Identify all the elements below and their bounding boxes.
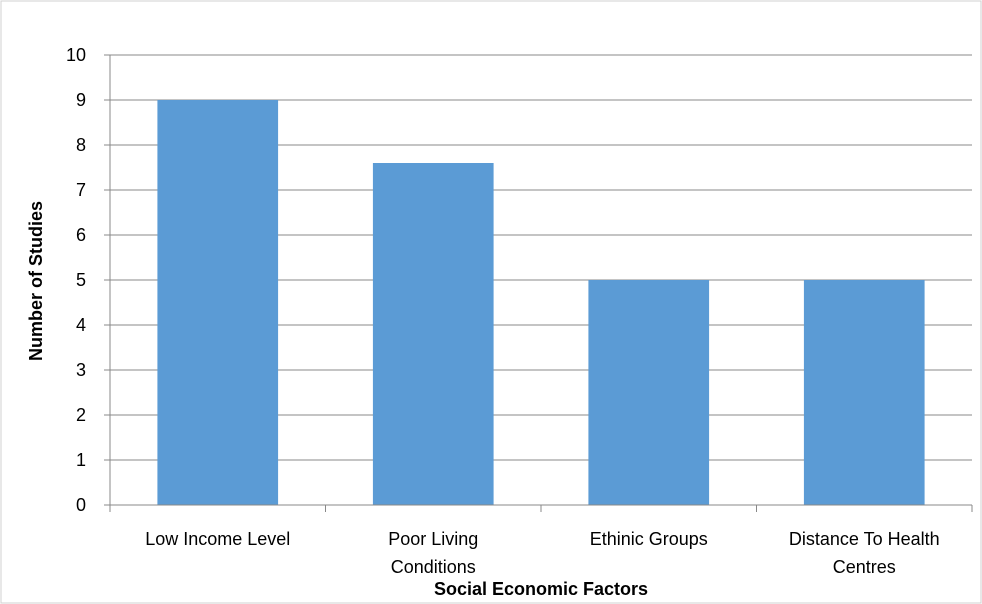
- y-tick-label: 4: [76, 315, 86, 335]
- y-tick-label: 6: [76, 225, 86, 245]
- x-category-label-line: Low Income Level: [145, 529, 290, 549]
- axes: [104, 54, 973, 512]
- bar: [588, 280, 710, 505]
- y-tick-label: 3: [76, 360, 86, 380]
- x-category-label-line: Conditions: [391, 557, 476, 577]
- x-category-label-line: Distance To Health: [789, 529, 940, 549]
- bar: [803, 280, 925, 505]
- x-category-label-line: Centres: [833, 557, 896, 577]
- y-tick-label: 8: [76, 135, 86, 155]
- x-axis-title: Social Economic Factors: [434, 579, 648, 599]
- y-tick-labels: 0 1 2 3 4 5 6 7 8 9 10: [66, 45, 86, 515]
- bar: [372, 163, 494, 505]
- x-category-label: Low Income Level: [145, 529, 290, 549]
- y-tick-label: 10: [66, 45, 86, 65]
- y-tick-label: 5: [76, 270, 86, 290]
- x-category-label: Ethinic Groups: [590, 529, 708, 549]
- x-category-labels: Low Income Level Poor Living Conditions Eth…: [145, 529, 939, 577]
- bar: [157, 100, 279, 505]
- x-category-label-line: Ethinic Groups: [590, 529, 708, 549]
- x-category-label: Poor Living Conditions: [388, 529, 478, 577]
- y-axis-title: Number of Studies: [26, 201, 46, 361]
- bars: [157, 100, 925, 505]
- x-category-label: Distance To Health Centres: [789, 529, 940, 577]
- y-tick-label: 7: [76, 180, 86, 200]
- y-tick-label: 9: [76, 90, 86, 110]
- y-tick-label: 1: [76, 450, 86, 470]
- y-tick-label: 2: [76, 405, 86, 425]
- x-category-label-line: Poor Living: [388, 529, 478, 549]
- y-tick-label: 0: [76, 495, 86, 515]
